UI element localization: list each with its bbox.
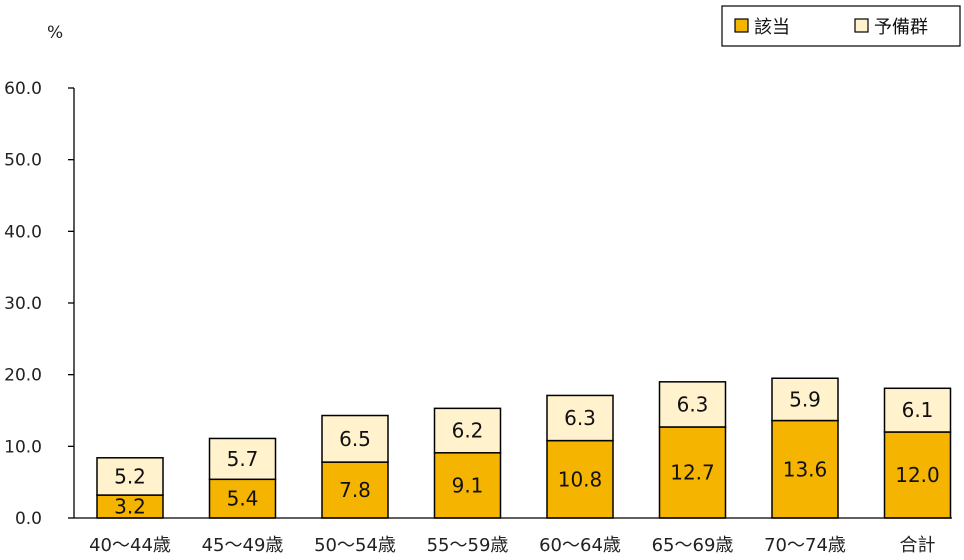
plot-area: 3.2 5.2 5.4 5.7 7.8 6.5 9.1 6.2 10.8 6.3 12.7 6.3 13…: [96, 377, 952, 519]
legend-swatch-yobigun: [854, 18, 869, 33]
data-label-gaito: 3.2: [114, 495, 146, 519]
bar-segment-yobigun: [321, 414, 389, 463]
x-axis: 40～44歳 45～49歳 50～54歳 55～59歳 60～64歳 65～69歳 70～7…: [74, 517, 952, 556]
y-tick-label: 60.0: [4, 79, 42, 99]
data-label-yobigun: 6.3: [564, 406, 596, 430]
y-tick-label: 10.0: [4, 437, 42, 457]
x-category-label: 45～49歳: [202, 535, 284, 556]
bar-segment-yobigun: [883, 387, 952, 433]
legend-label-gaito: 該当: [754, 17, 790, 38]
bar-segment-yobigun: [658, 381, 727, 428]
x-category-label: 50～54歳: [314, 535, 396, 556]
y-axis: 0.0 10.0 20.0 30.0 40.0 50.0 60.0: [4, 79, 75, 529]
y-tick-label: 50.0: [4, 151, 42, 171]
x-category-label: 合計: [900, 535, 936, 556]
data-label-gaito: 9.1: [452, 473, 484, 497]
data-label-gaito: 13.6: [783, 457, 828, 481]
bar-segment-gaito: [658, 426, 727, 519]
data-label-gaito: 12.0: [895, 463, 940, 487]
bar-segment-gaito: [883, 431, 952, 519]
legend-box: [721, 5, 961, 47]
legend: 該当 予備群: [721, 5, 961, 47]
data-label-gaito: 10.8: [558, 467, 603, 491]
data-label-yobigun: 5.9: [789, 387, 821, 411]
data-label-gaito: 12.7: [670, 460, 715, 484]
data-label-yobigun: 5.7: [227, 447, 259, 471]
data-label-yobigun: 6.5: [339, 427, 371, 451]
data-label-yobigun: 6.2: [452, 419, 484, 443]
legend-swatch-gaito: [734, 18, 749, 33]
bar-segment-yobigun: [96, 457, 164, 496]
x-category-label: 55～59歳: [427, 535, 509, 556]
y-tick-label: 20.0: [4, 366, 42, 386]
data-label-yobigun: 6.3: [677, 392, 709, 416]
bar-segment-gaito: [208, 478, 277, 519]
x-category-label: 60～64歳: [539, 535, 621, 556]
bar-segment-gaito: [771, 419, 839, 519]
bar-segment-yobigun: [546, 394, 614, 442]
x-category-label: 70～74歳: [764, 535, 846, 556]
y-tick-label: 0.0: [15, 509, 42, 529]
data-label-gaito: 5.4: [227, 487, 259, 511]
legend-label-yobigun: 予備群: [874, 17, 928, 38]
x-category-label: 40～44歳: [89, 535, 171, 556]
bar-segment-yobigun: [208, 437, 277, 481]
y-tick-label: 40.0: [4, 222, 42, 242]
bar-segment-gaito: [321, 461, 389, 519]
data-label-gaito: 7.8: [339, 478, 371, 502]
y-tick-label: 30.0: [4, 294, 42, 314]
x-category-label: 65～69歳: [652, 535, 734, 556]
bar-segment-yobigun: [771, 377, 839, 422]
bar-segment-yobigun: [433, 407, 502, 454]
data-label-yobigun: 6.1: [902, 398, 934, 422]
y-axis-unit: %: [47, 23, 63, 43]
data-label-yobigun: 5.2: [114, 464, 146, 488]
